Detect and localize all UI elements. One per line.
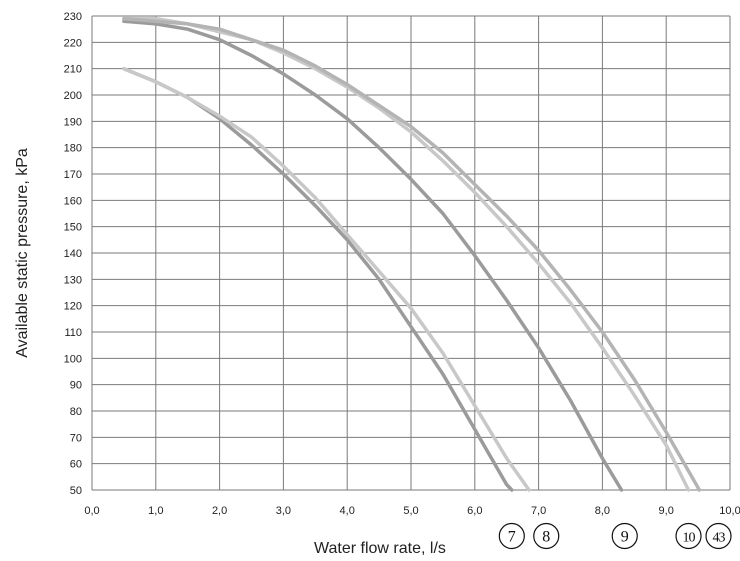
x-tick-label: 0,0 <box>84 505 99 517</box>
y-tick-label: 90 <box>70 380 82 392</box>
y-tick-label: 180 <box>64 143 82 155</box>
x-tick-label: 2,0 <box>212 505 227 517</box>
y-tick-label: 80 <box>70 406 82 418</box>
y-axis-title: Available static pressure, kPa <box>14 148 31 358</box>
y-tick-label: 110 <box>64 327 82 339</box>
y-tick-label: 100 <box>64 353 82 365</box>
series-group <box>122 16 702 492</box>
y-tick-label: 70 <box>70 432 82 444</box>
y-tick-label: 200 <box>64 90 82 102</box>
series-line-2 <box>122 66 531 492</box>
grid <box>91 15 731 491</box>
series-line-3 <box>122 19 624 492</box>
y-tick-label: 160 <box>64 195 82 207</box>
y-tick-label: 220 <box>64 37 82 49</box>
y-tick-label: 140 <box>64 248 82 260</box>
curve-badge-43: 43 <box>705 522 732 550</box>
x-tick-label: 3,0 <box>276 505 291 517</box>
badge-label: 7 <box>508 529 516 546</box>
y-tick-label: 150 <box>64 222 82 234</box>
curve-number-badges: 7 8 9 10 43 <box>498 522 732 550</box>
x-tick-label: 7,0 <box>531 505 546 517</box>
series-line-5 <box>122 16 702 492</box>
y-tick-label: 230 <box>64 11 82 23</box>
y-tick-label: 120 <box>64 301 82 313</box>
badge-label: 8 <box>542 529 550 546</box>
badge-label: 9 <box>621 529 629 546</box>
y-tick-label: 50 <box>70 485 82 497</box>
badge-label: 43 <box>713 531 726 546</box>
y-tick-label: 60 <box>70 459 82 471</box>
curve-badge-10: 10 <box>675 522 702 550</box>
x-tick-label: 4,0 <box>340 505 355 517</box>
badge-circle <box>533 522 560 550</box>
x-tick-label: 8,0 <box>595 505 610 517</box>
x-axis-title: Water flow rate, l/s <box>314 540 446 557</box>
badge-circle <box>498 522 525 550</box>
x-tick-label: 10,0 <box>719 505 740 517</box>
x-tick-labels: 0,0 1,0 2,0 3,0 4,0 5,0 6,0 7,0 8,0 9,0 10,0 <box>84 505 740 517</box>
x-tick-label: 1,0 <box>148 505 163 517</box>
badge-circle <box>705 522 732 550</box>
y-tick-label: 210 <box>64 64 82 76</box>
curve-badge-7: 7 <box>498 522 525 550</box>
series-line-4 <box>122 16 691 492</box>
curve-badge-9: 9 <box>611 522 638 550</box>
y-tick-label: 190 <box>64 116 82 128</box>
x-tick-label: 6,0 <box>467 505 482 517</box>
y-tick-label: 130 <box>64 274 82 286</box>
curve-badge-8: 8 <box>533 522 560 550</box>
x-tick-label: 9,0 <box>659 505 674 517</box>
y-tick-label: 170 <box>64 169 82 181</box>
badge-label: 10 <box>683 531 696 546</box>
x-tick-label: 5,0 <box>403 505 418 517</box>
badge-circle <box>611 522 638 550</box>
badge-circle <box>675 522 702 550</box>
y-tick-labels: 50 60 70 80 90 100 110 120 130 140 150 160 170 180 190… <box>64 11 82 497</box>
